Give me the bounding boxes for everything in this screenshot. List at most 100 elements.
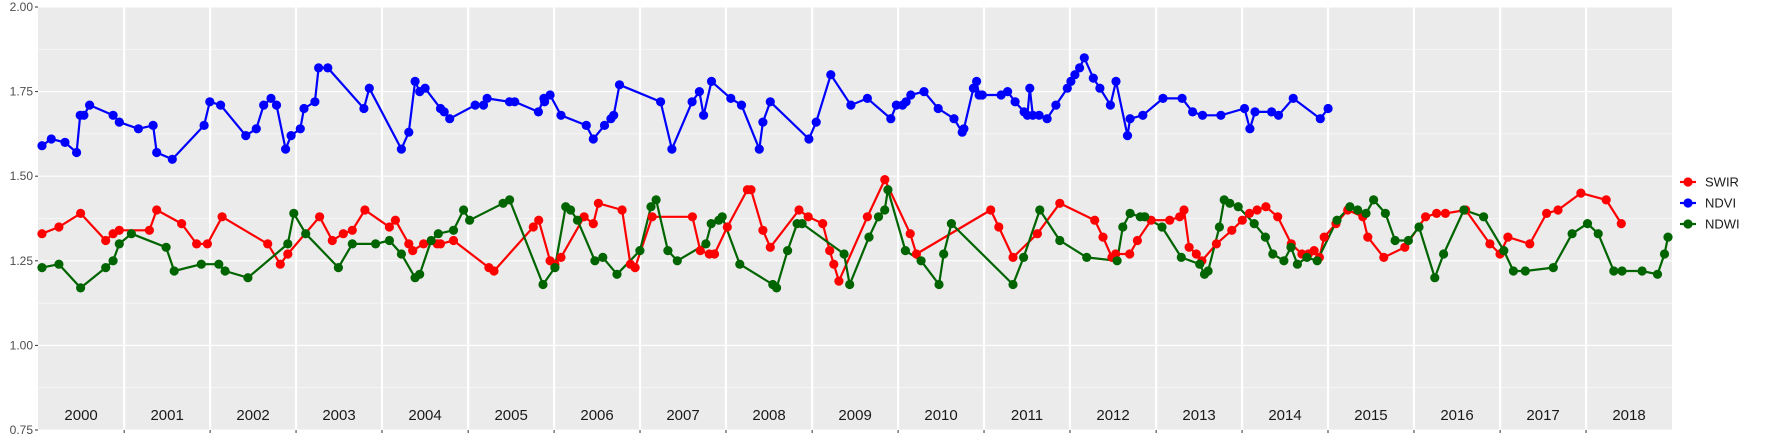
swir-data-point	[1165, 215, 1175, 225]
ndvi-data-point	[359, 103, 369, 114]
ndvi-data-point	[959, 124, 969, 134]
x-axis	[123, 430, 1587, 433]
ndwi-data-point	[572, 215, 583, 225]
ndvi-data-point	[299, 103, 309, 114]
ndvi-data-point	[251, 124, 261, 134]
ndvi-data-point	[286, 131, 296, 141]
swir-data-point	[489, 266, 499, 276]
ndwi-data-point	[635, 246, 645, 256]
year-label: 2008	[752, 407, 785, 424]
year-label: 2011	[1011, 407, 1043, 424]
ndwi-data-point	[566, 205, 576, 215]
ndvi-data-point	[1070, 70, 1080, 80]
legend-item-ndvi: NDVI	[1680, 196, 1736, 211]
ndvi-data-point	[259, 100, 269, 110]
year-label: 2015	[1354, 407, 1387, 424]
swir-data-point	[905, 229, 915, 239]
ndvi-data-point	[167, 154, 177, 164]
grid	[38, 6, 1672, 431]
swir-data-point	[1244, 208, 1255, 218]
swir-data-point	[803, 212, 813, 222]
swir-data-point	[647, 212, 657, 222]
year-label: 2016	[1440, 407, 1473, 424]
swir-data-point	[384, 222, 394, 232]
ndwi-data-point	[873, 212, 884, 222]
swir-data-point	[1008, 252, 1018, 262]
ndvi-data-point	[609, 110, 619, 120]
swir-data-point	[1616, 219, 1626, 229]
swir-data-point	[360, 205, 370, 215]
swir-data-point	[1098, 232, 1108, 242]
ndvi-data-point	[754, 144, 764, 154]
swir-data-point	[1179, 205, 1189, 215]
ndwi-data-point	[646, 202, 656, 212]
ndvi-data-point	[886, 114, 896, 124]
ndwi-data-point	[283, 239, 293, 249]
swir-data-point	[1400, 242, 1410, 252]
ndvi-data-point	[901, 97, 911, 107]
ndvi-data-point	[758, 117, 768, 127]
ndwi-data-point	[37, 263, 47, 273]
ndvi-data-point	[266, 93, 276, 103]
ndvi-data-point	[862, 93, 873, 103]
swir-data-point	[829, 259, 839, 269]
swir-data-point	[687, 212, 698, 222]
swir-data-point	[448, 235, 459, 246]
ndvi-data-point	[1025, 83, 1035, 93]
ndwi-data-point	[783, 246, 793, 256]
swir-data-point	[1273, 212, 1283, 222]
year-label: 2009	[838, 407, 871, 424]
ndwi-data-point	[415, 269, 425, 279]
ndwi-data-point	[1499, 246, 1509, 256]
ndvi-data-point	[804, 134, 814, 144]
ndwi-data-point	[772, 283, 782, 293]
legend-label: SWIR	[1705, 175, 1739, 190]
year-label: 2017	[1526, 407, 1559, 424]
ndvi-data-point	[1066, 76, 1076, 86]
ndvi-data-point	[216, 100, 226, 110]
ndwi-data-point	[214, 259, 224, 269]
swir-data-point	[1363, 232, 1373, 242]
swir-data-point	[1175, 212, 1185, 222]
year-label: 2010	[924, 407, 957, 424]
swir-data-point	[152, 205, 162, 215]
ndvi-data-point	[482, 93, 492, 103]
swir-data-point	[54, 222, 64, 232]
ndwi-data-point	[1195, 259, 1205, 269]
swir-data-point	[1601, 195, 1611, 205]
ndwi-data-point	[1214, 222, 1224, 232]
ndvi-data-point	[656, 97, 666, 107]
ndwi-data-point	[1118, 222, 1128, 232]
ndwi-data-point	[1008, 279, 1018, 290]
ndwi-data-point	[735, 259, 745, 269]
year-label: 2001	[150, 407, 183, 424]
ndwi-data-point	[114, 239, 124, 249]
swir-data-point	[880, 175, 890, 185]
ndwi-data-point	[1157, 222, 1167, 232]
swir-data-point	[794, 205, 804, 215]
ndvi-data-point	[694, 87, 705, 97]
ndvi-data-point	[1010, 97, 1020, 107]
swir-data-point	[390, 215, 400, 225]
legend-item-ndwi: NDWI	[1680, 217, 1740, 232]
swir-data-point	[1503, 232, 1513, 242]
year-label: 2018	[1612, 407, 1645, 424]
ndwi-data-point	[1140, 212, 1150, 222]
ndwi-data-point	[900, 246, 911, 256]
ndvi-data-point	[152, 147, 162, 158]
ndwi-data-point	[1125, 208, 1135, 218]
year-label: 2013	[1182, 407, 1215, 424]
ndwi-data-point	[1609, 266, 1619, 276]
ndwi-data-point	[880, 205, 890, 215]
ndvi-data-point	[1051, 100, 1061, 110]
ndwi-data-point	[126, 229, 136, 239]
ndvi-data-point	[1003, 87, 1013, 97]
swir-data-point	[177, 219, 187, 229]
ndvi-data-point	[1079, 53, 1089, 63]
ndwi-data-point	[433, 229, 443, 239]
ndwi-data-point	[301, 229, 311, 239]
swir-data-point	[528, 222, 538, 232]
swir-data-point	[1211, 239, 1221, 249]
ndvi-data-point	[72, 147, 82, 158]
